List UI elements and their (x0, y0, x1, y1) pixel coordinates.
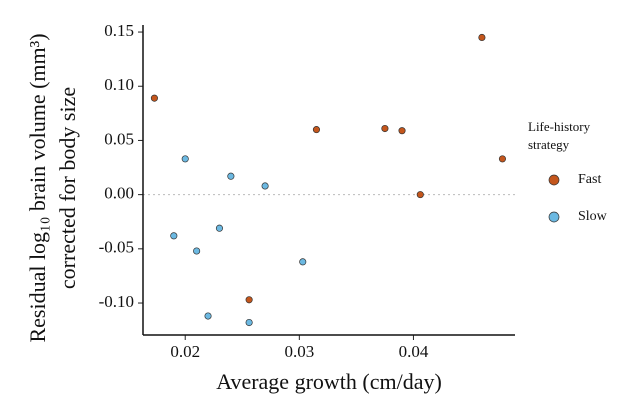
point (170, 232, 178, 240)
point (299, 258, 307, 266)
y-tick-label: -0.05 (99, 238, 134, 257)
point (478, 33, 486, 42)
x-tick-label: 0.03 (284, 342, 314, 361)
y-tick-label: -0.10 (99, 292, 134, 311)
point (416, 191, 424, 199)
y-tick-label: 0.05 (104, 129, 134, 148)
y-tick-label: 0.10 (104, 75, 134, 94)
legend-label: Slow (578, 209, 608, 224)
legend-title: strategy (528, 137, 570, 152)
point (150, 94, 158, 102)
y-axis-label: Residual log₁₀ brain volume (mm³) (25, 33, 50, 342)
y-axis-label: corrected for body size (55, 87, 80, 289)
legend-marker (548, 211, 560, 223)
point (312, 126, 320, 134)
legend-label: Fast (578, 172, 601, 187)
point (227, 172, 235, 180)
point (245, 296, 253, 304)
point (498, 155, 506, 163)
point (245, 318, 253, 327)
point (204, 312, 212, 320)
point (181, 155, 189, 163)
x-tick-label: 0.02 (170, 342, 200, 361)
x-tick-label: 0.04 (399, 342, 429, 361)
y-tick-label: 0.15 (104, 21, 134, 40)
point (215, 224, 224, 232)
x-axis-label: Average growth (cm/day) (216, 369, 442, 394)
point (398, 127, 406, 135)
y-tick-label: 0.00 (104, 184, 134, 203)
legend-marker (548, 174, 560, 186)
legend-title: Life-history (528, 119, 591, 134)
point (381, 124, 389, 133)
point (193, 247, 201, 255)
point (261, 182, 269, 190)
